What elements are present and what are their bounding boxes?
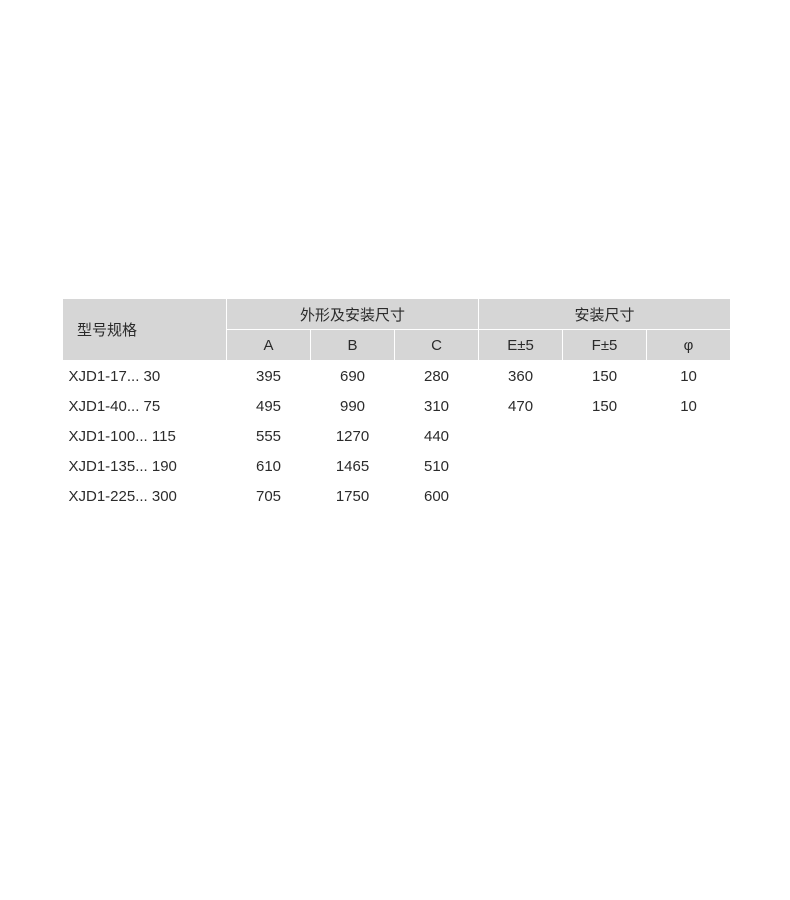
cell-f [563,451,647,481]
header-group-outline: 外形及安装尺寸 [227,299,479,330]
header-col-f: F±5 [563,330,647,361]
cell-phi: 10 [647,361,731,392]
table-row: XJD1-40... 75 495 990 310 470 150 10 [63,391,731,421]
cell-phi: 10 [647,391,731,421]
table-row: XJD1-17... 30 395 690 280 360 150 10 [63,361,731,392]
spec-table: 型号规格 外形及安装尺寸 安装尺寸 A B C E±5 F±5 φ XJD1-1… [62,298,731,511]
cell-c: 280 [395,361,479,392]
page: 型号规格 外形及安装尺寸 安装尺寸 A B C E±5 F±5 φ XJD1-1… [0,0,790,900]
cell-b: 1465 [311,451,395,481]
cell-c: 600 [395,481,479,511]
cell-e: 470 [479,391,563,421]
cell-c: 510 [395,451,479,481]
header-col-a: A [227,330,311,361]
cell-b: 1750 [311,481,395,511]
cell-phi [647,481,731,511]
cell-phi [647,451,731,481]
cell-e [479,421,563,451]
cell-e [479,451,563,481]
table-head: 型号规格 外形及安装尺寸 安装尺寸 A B C E±5 F±5 φ [63,299,731,361]
table-row: XJD1-225... 300 705 1750 600 [63,481,731,511]
cell-a: 395 [227,361,311,392]
cell-a: 610 [227,451,311,481]
cell-model: XJD1-135... 190 [63,451,227,481]
header-col-b: B [311,330,395,361]
cell-a: 705 [227,481,311,511]
header-col-phi: φ [647,330,731,361]
spec-table-container: 型号规格 外形及安装尺寸 安装尺寸 A B C E±5 F±5 φ XJD1-1… [62,298,730,511]
header-group-install: 安装尺寸 [479,299,731,330]
cell-b: 1270 [311,421,395,451]
cell-f: 150 [563,391,647,421]
cell-model: XJD1-40... 75 [63,391,227,421]
cell-phi [647,421,731,451]
cell-e [479,481,563,511]
cell-a: 555 [227,421,311,451]
cell-model: XJD1-225... 300 [63,481,227,511]
header-col-c: C [395,330,479,361]
cell-b: 690 [311,361,395,392]
table-row: XJD1-100... 115 555 1270 440 [63,421,731,451]
cell-a: 495 [227,391,311,421]
cell-f [563,421,647,451]
table-body: XJD1-17... 30 395 690 280 360 150 10 XJD… [63,361,731,512]
cell-f [563,481,647,511]
table-row: XJD1-135... 190 610 1465 510 [63,451,731,481]
header-row-1: 型号规格 外形及安装尺寸 安装尺寸 [63,299,731,330]
cell-c: 310 [395,391,479,421]
header-col-e: E±5 [479,330,563,361]
cell-e: 360 [479,361,563,392]
cell-c: 440 [395,421,479,451]
cell-model: XJD1-17... 30 [63,361,227,392]
cell-model: XJD1-100... 115 [63,421,227,451]
cell-f: 150 [563,361,647,392]
header-model: 型号规格 [63,299,227,361]
cell-b: 990 [311,391,395,421]
